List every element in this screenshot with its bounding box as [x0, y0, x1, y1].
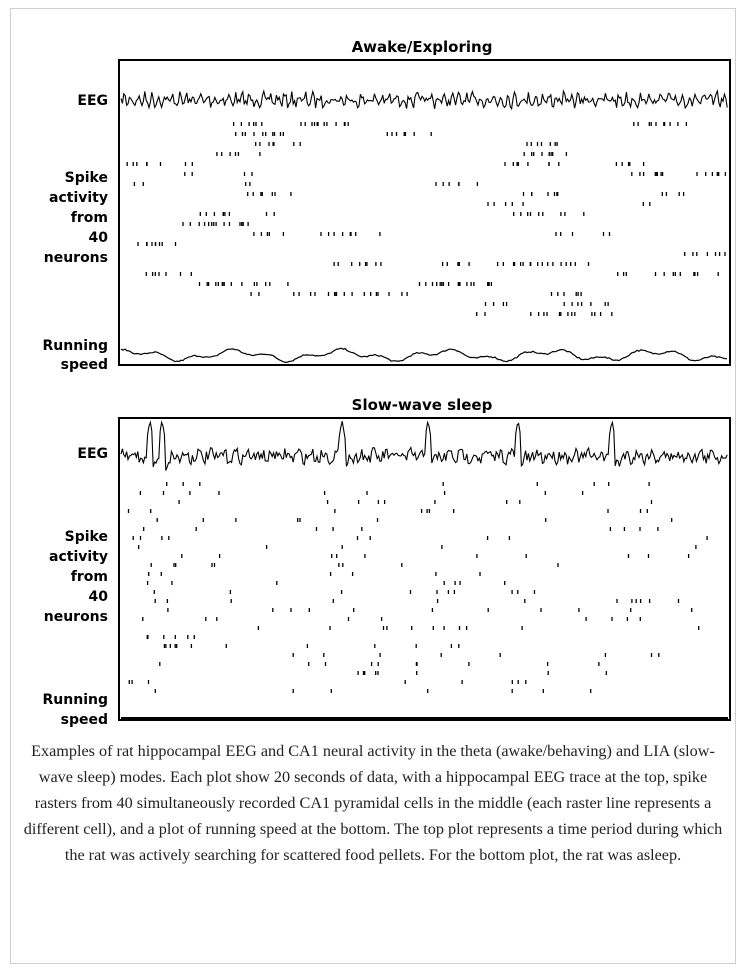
svg-text:40: 40 — [89, 230, 109, 246]
awake-plot-box — [118, 59, 731, 366]
svg-text:Spike: Spike — [65, 170, 108, 186]
svg-text:from: from — [71, 569, 108, 585]
awake-spike-label: Spike activity from 40 neurons — [44, 170, 109, 266]
awake-speed-trace — [120, 347, 728, 364]
svg-text:activity: activity — [49, 549, 108, 565]
sleep-speed-label: Running speed — [43, 692, 108, 728]
svg-text:40: 40 — [89, 589, 109, 605]
awake-spike-raster — [126, 122, 727, 316]
figure-caption: Examples of rat hippocampal EEG and CA1 … — [23, 742, 723, 864]
awake-speed-label: Running speed — [43, 338, 108, 373]
awake-eeg-label: EEG — [77, 93, 108, 109]
sleep-eeg-trace — [120, 420, 728, 471]
svg-text:neurons: neurons — [44, 609, 108, 625]
sleep-eeg-label: EEG — [77, 446, 108, 462]
sleep-spike-label: Spike activity from 40 neurons — [44, 529, 109, 625]
svg-text:Spike: Spike — [65, 529, 108, 545]
svg-text:Running: Running — [43, 338, 108, 354]
svg-text:Running: Running — [43, 692, 108, 708]
sleep-spike-raster — [127, 482, 708, 693]
sleep-plot-box — [118, 417, 731, 721]
sleep-title: Slow-wave sleep — [352, 396, 493, 414]
awake-panel: Awake/Exploring EEG Spike activity from … — [43, 38, 731, 373]
eeg-figure: Awake/Exploring EEG Spike activity from … — [43, 38, 731, 728]
svg-text:speed: speed — [61, 357, 108, 373]
svg-text:speed: speed — [61, 712, 108, 728]
awake-eeg-trace — [120, 88, 728, 111]
sleep-panel: Slow-wave sleep EEG Spike activity from … — [43, 396, 731, 728]
svg-text:from: from — [71, 210, 108, 226]
svg-text:neurons: neurons — [44, 250, 108, 266]
figure-frame — [10, 8, 736, 964]
svg-text:activity: activity — [49, 190, 108, 206]
awake-title: Awake/Exploring — [352, 38, 493, 56]
